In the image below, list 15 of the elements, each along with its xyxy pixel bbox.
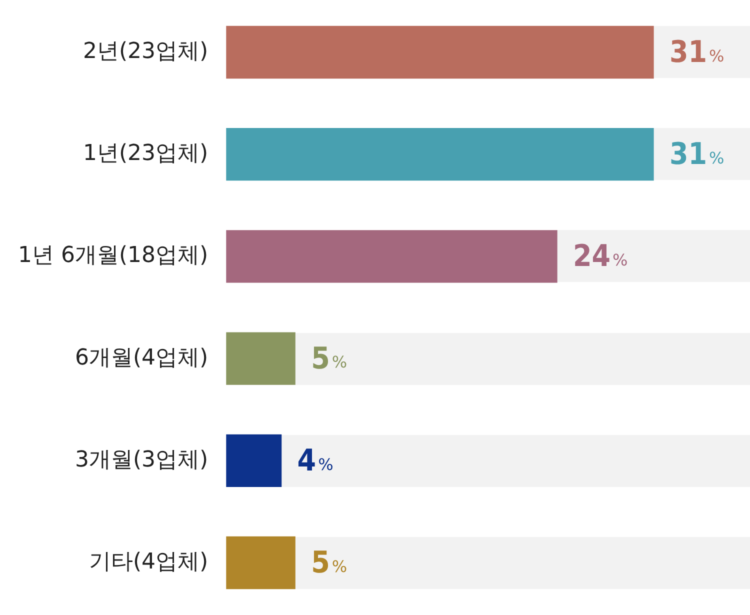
y-tick-label: 6개월(4업체) (74, 345, 208, 370)
data-label: 5% (311, 546, 348, 581)
bar (226, 536, 296, 590)
y-tick-label: 3개월(3업체) (74, 447, 208, 472)
bar (226, 332, 296, 385)
data-label: 4% (297, 443, 334, 478)
data-label: 5% (311, 341, 348, 376)
bar (226, 434, 282, 487)
y-tick-label: 1년(23업체) (82, 141, 208, 166)
y-tick-label: 기타(4업체) (88, 549, 208, 574)
data-label: 31% (670, 137, 724, 172)
data-label: 31% (670, 35, 724, 70)
y-tick-label: 2년(23업체) (82, 38, 208, 64)
data-label: 24% (573, 239, 628, 274)
y-tick-label: 1년 6개월(18업체) (18, 243, 208, 268)
